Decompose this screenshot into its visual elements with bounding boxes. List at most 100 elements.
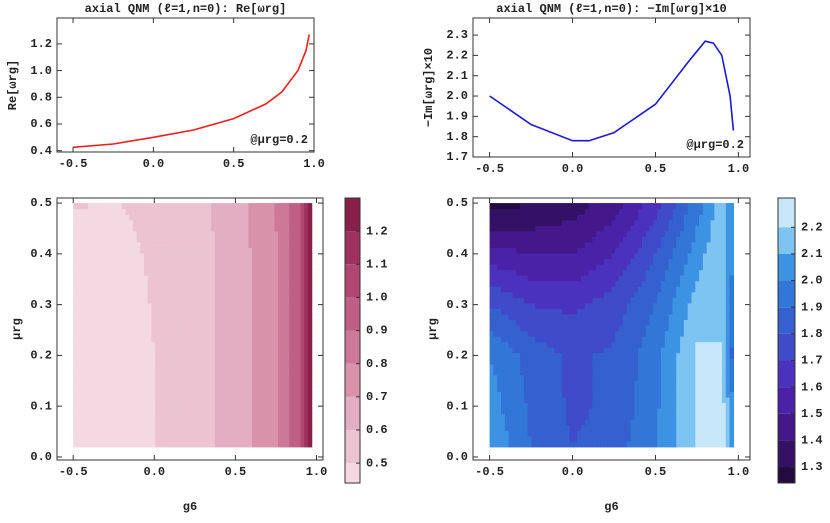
contour-cell [129,385,134,393]
contour-cell [619,291,624,298]
contour-cell [516,424,521,431]
contour-cell [140,264,145,271]
contour-cell [114,380,119,387]
contour-cell [173,247,179,254]
contour-cell [626,269,632,276]
contour-cell [196,236,201,243]
contour-cell [225,369,231,376]
contour-cell [188,214,194,221]
contour-cell [293,241,298,248]
contour-cell [103,269,108,276]
contour-cell [489,269,494,276]
contour-cell [596,430,601,437]
contour-cell [512,286,517,293]
y-tick-label: 0.1 [30,399,52,413]
contour-cell [278,241,283,248]
contour-cell [80,286,85,293]
contour-cell [531,413,536,420]
contour-cell [214,252,220,260]
contour-cell [84,380,89,387]
contour-cell [274,408,279,415]
contour-cell [196,402,201,409]
contour-cell [657,336,662,343]
contour-cell [289,430,294,437]
contour-cell [607,319,613,326]
contour-cell [177,430,182,437]
contour-cell [95,358,100,365]
contour-cell [296,280,302,287]
contour-cell [158,374,164,381]
contour-cell [512,324,517,332]
contour-cell [661,358,666,365]
contour-cell [132,280,138,287]
contour-cell [626,302,632,309]
contour-cell [634,275,639,282]
contour-cell [259,336,264,343]
contour-cell [573,247,578,254]
contour-cell [493,374,498,381]
contour-cell [177,330,182,337]
contour-cell [285,430,290,437]
contour-cell [266,369,272,376]
contour-cell [95,275,100,282]
contour-cell [155,302,160,309]
contour-cell [188,374,194,381]
contour-cell [501,324,506,332]
contour-cell [155,336,160,343]
contour-cell [203,347,208,354]
contour-cell [653,419,658,426]
contour-cell [181,208,186,215]
contour-cell [244,419,249,426]
contour-cell [140,258,145,265]
contour-cell [600,336,605,343]
contour-cell [136,363,141,370]
contour-cell [244,230,249,237]
contour-cell [561,225,567,232]
contour-cell [293,291,298,298]
contour-cell [274,313,279,320]
contour-cell [281,286,287,293]
contour-cell [501,297,506,304]
contour-cell [300,419,305,426]
contour-cell [99,324,104,332]
contour-cell [577,313,582,320]
contour-cell [173,286,179,293]
contour-cell [114,391,119,398]
contour-cell [542,264,548,271]
contour-cell [619,369,624,376]
contour-cell [615,219,620,226]
contour-cell [181,385,186,393]
contour-cell [550,324,555,332]
contour-cell [489,385,494,393]
contour-cell [512,230,517,237]
contour-cell [129,347,134,354]
contour-cell [166,241,171,248]
contour-cell [110,252,115,260]
contour-cell [296,391,302,398]
contour-cell [114,302,119,309]
contour-cell [289,225,294,232]
contour-cell [607,324,613,332]
contour-cell [539,419,544,426]
contour-cell [151,280,156,287]
contour-cell [489,408,494,415]
contour-cell [177,286,182,293]
contour-cell [501,352,506,359]
contour-cell [181,219,186,226]
contour-cell [535,258,540,265]
contour-cell [229,280,235,287]
contour-cell [144,358,149,365]
contour-cell [512,413,517,420]
contour-cell [88,269,93,276]
contour-cell [270,347,275,354]
contour-cell [188,363,194,370]
contour-cell [158,363,164,370]
contour-cell [611,286,616,293]
contour-cell [588,396,594,404]
contour-cell [170,369,175,376]
contour-cell [188,203,194,210]
contour-cell [535,358,540,365]
contour-cell [512,347,517,354]
contour-cell [581,385,586,393]
contour-cell [184,352,190,359]
